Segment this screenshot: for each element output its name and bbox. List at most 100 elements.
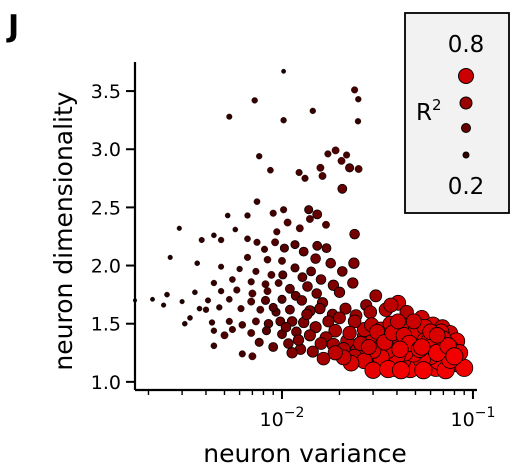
- data-point: [260, 295, 271, 305]
- data-point: [301, 174, 309, 182]
- data-point: [413, 338, 431, 356]
- data-point: [360, 339, 377, 355]
- data-point: [445, 347, 464, 366]
- data-point: [327, 345, 343, 361]
- data-point: [176, 225, 182, 231]
- data-point: [312, 209, 323, 220]
- data-point: [283, 338, 294, 349]
- data-point: [238, 321, 247, 329]
- data-point: [247, 278, 255, 286]
- data-point: [228, 325, 236, 334]
- data-point: [306, 345, 319, 358]
- data-point: [303, 329, 316, 342]
- data-point: [277, 294, 287, 304]
- y-tick-label: 3.5: [91, 81, 121, 103]
- data-point: [229, 276, 236, 283]
- x-tick-label-base: 10: [260, 409, 284, 431]
- data-point: [295, 224, 304, 233]
- data-point: [261, 280, 270, 289]
- data-point: [237, 305, 245, 313]
- data-point: [268, 302, 278, 312]
- data-point: [251, 317, 260, 326]
- legend: 0.8 0.2 R2: [404, 12, 510, 214]
- data-point: [167, 254, 173, 260]
- data-point: [251, 97, 258, 104]
- data-point: [263, 255, 272, 264]
- legend-marker: [459, 96, 473, 110]
- data-point: [192, 289, 198, 296]
- data-point: [233, 286, 241, 294]
- legend-markers: [458, 68, 474, 159]
- legend-marker: [462, 151, 470, 159]
- y-tick-label: 2.0: [91, 256, 121, 278]
- legend-top-label: 0.8: [448, 32, 485, 58]
- data-point: [164, 291, 170, 298]
- data-point: [263, 287, 272, 296]
- data-point: [280, 321, 292, 333]
- data-point: [194, 260, 200, 266]
- data-point: [268, 342, 279, 352]
- data-point: [428, 327, 446, 344]
- data-point: [337, 183, 348, 194]
- data-point: [304, 205, 314, 215]
- data-point: [333, 311, 346, 325]
- y-ticks: 1.0 1.5 2.0 2.5 3.0 3.5: [91, 81, 135, 394]
- data-point: [269, 209, 277, 217]
- data-point: [349, 228, 360, 240]
- data-point: [296, 295, 308, 306]
- data-point: [253, 238, 261, 246]
- data-point: [292, 334, 305, 346]
- data-point: [198, 236, 205, 243]
- data-point: [238, 350, 246, 358]
- y-tick-label: 3.0: [91, 139, 121, 161]
- data-point: [405, 313, 422, 330]
- x-tick-label-base: 10: [451, 409, 475, 431]
- data-point: [217, 287, 225, 295]
- data-point: [247, 329, 256, 337]
- data-point: [161, 302, 167, 308]
- y-tick-label: 2.5: [91, 197, 121, 219]
- data-point: [316, 351, 331, 366]
- data-point: [226, 295, 233, 303]
- x-tick-label-exponent: −1: [475, 405, 496, 421]
- data-point: [243, 253, 252, 261]
- data-point: [391, 340, 409, 358]
- data-point: [210, 342, 218, 350]
- data-point: [248, 289, 257, 298]
- data-point: [254, 337, 264, 347]
- x-axis: 10−2 10−1: [135, 388, 496, 431]
- data-point: [369, 289, 383, 303]
- data-point: [312, 240, 323, 251]
- data-point: [343, 151, 351, 159]
- data-point: [364, 361, 382, 379]
- data-point: [211, 232, 217, 239]
- legend-box: [404, 12, 510, 214]
- data-point: [348, 257, 360, 269]
- data-point: [305, 215, 314, 223]
- data-point: [390, 313, 406, 330]
- data-point: [196, 305, 203, 312]
- x-axis-label: neuron variance: [203, 439, 407, 468]
- y-tick-label: 1.5: [91, 314, 121, 336]
- data-point: [337, 156, 346, 165]
- data-point: [322, 315, 335, 328]
- data-point: [347, 277, 359, 289]
- legend-marker: [461, 123, 471, 133]
- data-point: [337, 266, 348, 277]
- data-point: [150, 296, 155, 302]
- data-point: [232, 226, 239, 233]
- data-point: [309, 107, 316, 115]
- data-point: [310, 253, 321, 264]
- legend-marker: [458, 68, 474, 84]
- y-tick-label: 1.0: [91, 372, 121, 394]
- x-tick-label-exponent: −2: [284, 405, 305, 421]
- data-point: [216, 304, 223, 311]
- data-point: [267, 166, 274, 174]
- data-point: [280, 117, 287, 124]
- x-tick-label: 10−2: [260, 405, 305, 431]
- data-point: [315, 274, 327, 285]
- data-point: [351, 86, 359, 94]
- data-point: [208, 319, 216, 326]
- data-point: [256, 305, 265, 314]
- data-point: [284, 283, 295, 294]
